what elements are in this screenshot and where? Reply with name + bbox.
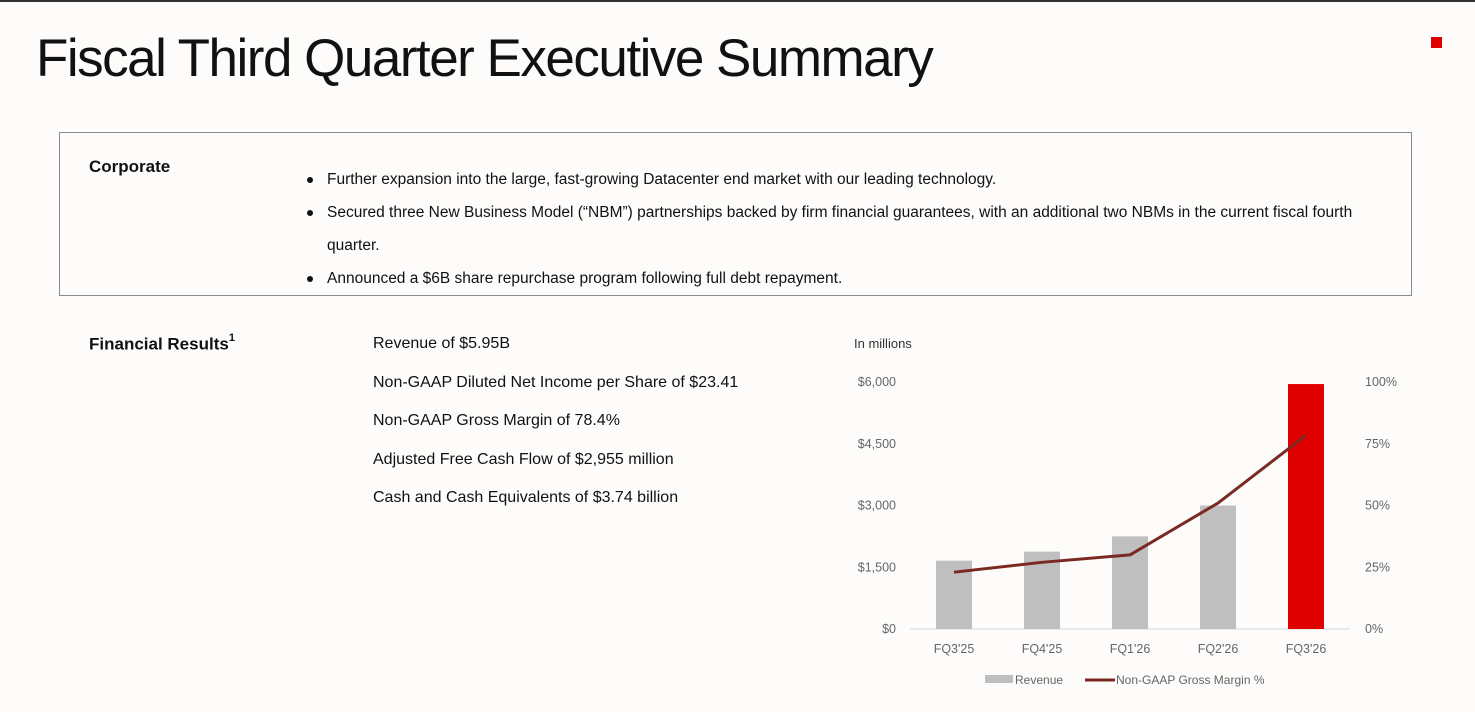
left-axis-tick: $0 bbox=[882, 622, 896, 636]
top-rule bbox=[0, 0, 1475, 2]
corporate-bullet: Announced a $6B share repurchase program… bbox=[305, 262, 1405, 295]
footnote-marker: 1 bbox=[228, 332, 235, 344]
revenue-bar bbox=[1112, 536, 1148, 629]
gross-margin-line bbox=[953, 434, 1307, 574]
metric-revenue: Revenue of $5.95B bbox=[373, 335, 510, 352]
corporate-heading: Corporate bbox=[89, 157, 171, 176]
corporate-bullet: Further expansion into the large, fast-g… bbox=[305, 163, 1405, 196]
corporate-bullet: Secured three New Business Model (“NBM”)… bbox=[305, 196, 1405, 262]
revenue-bar bbox=[1288, 384, 1324, 629]
right-axis-tick: 75% bbox=[1365, 437, 1390, 451]
financial-metrics: Revenue of $5.95B Non-GAAP Diluted Net I… bbox=[373, 330, 738, 523]
metric-gross-margin: Non-GAAP Gross Margin of 78.4% bbox=[373, 412, 620, 429]
page-title: Fiscal Third Quarter Executive Summary bbox=[36, 29, 934, 88]
legend-margin-label: Non-GAAP Gross Margin % bbox=[1116, 673, 1265, 687]
financial-heading: Financial Results1 bbox=[89, 332, 235, 355]
brand-mark bbox=[1431, 37, 1442, 48]
x-axis-tick: FQ4'25 bbox=[1022, 642, 1063, 656]
left-axis-tick: $4,500 bbox=[858, 437, 896, 451]
revenue-bar bbox=[1200, 505, 1236, 629]
financial-heading-text: Financial Results bbox=[89, 334, 229, 354]
metric-free-cash-flow: Adjusted Free Cash Flow of $2,955 millio… bbox=[373, 450, 674, 468]
metric-cash: Cash and Cash Equivalents of $3.74 billi… bbox=[373, 489, 679, 506]
right-axis-tick: 50% bbox=[1365, 499, 1390, 513]
legend-revenue-label: Revenue bbox=[1015, 673, 1063, 687]
revenue-margin-chart: In millions $0 $1,500 $3,000 $4,500 $6,000 0% 2… bbox=[854, 336, 1397, 687]
chart-unit-label: In millions bbox=[854, 336, 912, 351]
corporate-bullets: Further expansion into the large, fast-g… bbox=[305, 163, 1405, 295]
corporate-box: Corporate Further expansion into the lar… bbox=[59, 132, 1412, 296]
metric-eps: Non-GAAP Diluted Net Income per Share of… bbox=[373, 373, 739, 391]
right-axis-tick: 0% bbox=[1365, 622, 1383, 636]
left-axis-tick: $6,000 bbox=[858, 375, 896, 389]
legend-revenue-swatch bbox=[985, 675, 1013, 683]
right-axis-tick: 100% bbox=[1365, 375, 1397, 389]
x-axis-tick: FQ3'25 bbox=[934, 642, 975, 656]
x-axis-tick: FQ1'26 bbox=[1110, 642, 1151, 656]
right-axis-tick: 25% bbox=[1365, 560, 1390, 574]
left-axis-tick: $1,500 bbox=[858, 560, 896, 574]
left-axis-tick: $3,000 bbox=[858, 499, 896, 513]
x-axis-tick: FQ3'26 bbox=[1286, 642, 1327, 656]
x-axis-tick: FQ2'26 bbox=[1198, 642, 1239, 656]
